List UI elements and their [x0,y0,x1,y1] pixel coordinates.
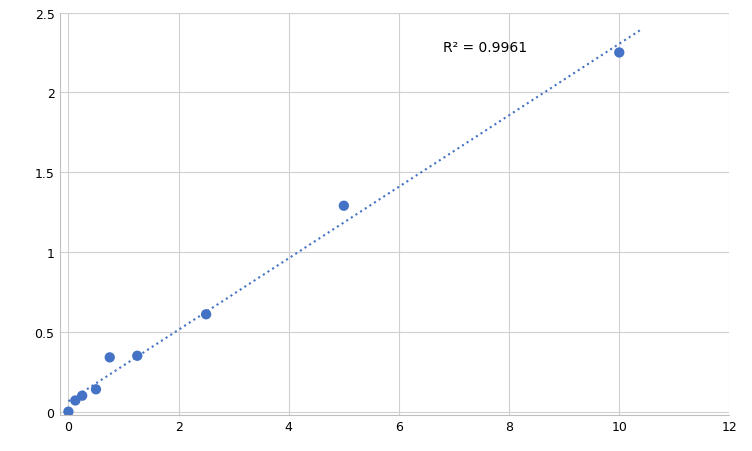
Point [90,386,102,393]
Point [69,397,81,404]
Point [104,354,116,361]
Point [76,392,88,400]
Point [613,50,625,57]
Text: R² = 0.9961: R² = 0.9961 [443,41,527,55]
Point [62,408,74,415]
Point [132,352,144,359]
Point [338,202,350,210]
Point [200,311,212,318]
